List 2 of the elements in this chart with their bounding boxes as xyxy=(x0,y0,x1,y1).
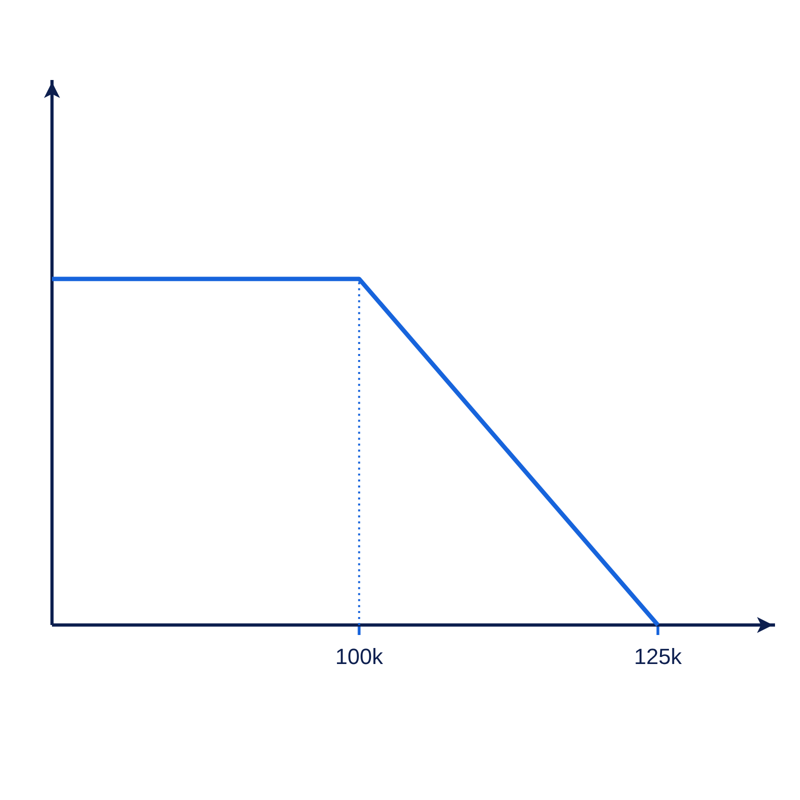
x-tick-label: 125k xyxy=(636,648,682,664)
x-tick-label: 100k xyxy=(336,648,384,664)
